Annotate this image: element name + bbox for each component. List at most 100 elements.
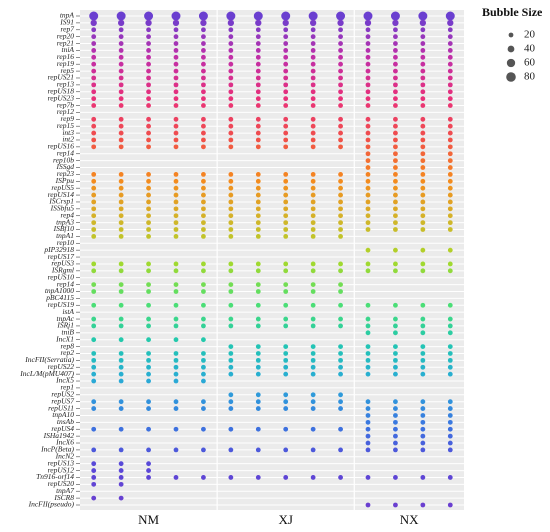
- y-tick-label: pIP32918: [43, 245, 74, 254]
- bubble: [173, 172, 179, 177]
- bubble: [365, 357, 371, 363]
- bubble: [201, 116, 206, 122]
- bubble: [118, 357, 124, 363]
- bubble: [365, 344, 371, 349]
- bubble: [310, 399, 316, 405]
- y-tick-label: IncX1: [55, 334, 74, 343]
- bubble: [146, 406, 151, 411]
- bubble: [393, 48, 398, 53]
- y-tick-label: rep9: [61, 114, 75, 123]
- bubble: [201, 426, 206, 432]
- bubble: [447, 413, 453, 418]
- bubble: [310, 96, 316, 102]
- bubble: [365, 89, 371, 95]
- y-tick-label: rep15: [57, 121, 74, 130]
- bubble: [365, 227, 371, 232]
- bubble: [173, 185, 179, 191]
- bubble: [338, 233, 343, 239]
- bubble: [201, 89, 206, 95]
- bubble: [146, 34, 151, 40]
- y-tick-label: istA: [62, 307, 74, 316]
- bubble: [173, 220, 179, 226]
- bubble: [338, 392, 343, 398]
- bubble: [393, 323, 398, 329]
- bubble: [420, 502, 426, 508]
- bubble: [310, 178, 316, 184]
- bubble: [226, 11, 236, 21]
- bubble: [310, 103, 316, 108]
- bubble: [283, 103, 289, 108]
- y-tick-label: ISRj1: [56, 321, 74, 330]
- bubble: [283, 130, 289, 136]
- bubble: [173, 227, 179, 232]
- bubble: [173, 351, 179, 356]
- bubble: [201, 96, 206, 102]
- y-tick-label: repUS4: [51, 424, 74, 433]
- bubble: [201, 213, 206, 219]
- bubble: [283, 233, 289, 239]
- bubble: [118, 371, 124, 377]
- bubble: [447, 144, 453, 150]
- bubble: [91, 337, 97, 343]
- bubble: [201, 178, 206, 184]
- bubble: [447, 19, 454, 27]
- bubble: [118, 261, 124, 267]
- bubble: [118, 227, 124, 232]
- bubble: [283, 261, 289, 267]
- y-tick-label: repUS16: [48, 142, 75, 151]
- bubble: [118, 316, 124, 322]
- bubble: [283, 316, 289, 322]
- bubble: [228, 399, 234, 405]
- bubble: [447, 103, 453, 108]
- bubble: [365, 323, 371, 329]
- bubble: [201, 68, 206, 74]
- bubble: [255, 123, 261, 129]
- bubble: [118, 27, 124, 33]
- bubble: [338, 213, 343, 219]
- bubble: [393, 413, 398, 418]
- bubble: [146, 213, 151, 219]
- y-tick-label: rep4: [61, 210, 75, 219]
- bubble: [310, 357, 316, 363]
- bubble: [365, 158, 371, 164]
- bubble: [255, 268, 261, 274]
- bubble: [201, 378, 206, 384]
- bubble: [255, 27, 261, 33]
- bubble: [338, 68, 343, 74]
- bubble: [146, 137, 151, 143]
- bubble: [393, 144, 398, 150]
- bubble: [173, 27, 179, 33]
- bubble: [228, 351, 234, 356]
- bubble: [365, 199, 371, 205]
- bubble: [283, 137, 289, 143]
- bubble: [283, 89, 289, 95]
- bubble: [201, 130, 206, 136]
- bubble: [420, 27, 426, 33]
- bubble: [118, 302, 124, 308]
- bubble: [118, 178, 124, 184]
- bubble: [91, 130, 97, 136]
- bubble: [201, 282, 206, 288]
- bubble: [118, 192, 124, 198]
- bubble: [173, 123, 179, 129]
- bubble: [365, 144, 371, 150]
- bubble: [283, 426, 289, 432]
- bubble: [365, 27, 371, 33]
- bubble: [91, 461, 97, 467]
- bubble: [338, 364, 343, 370]
- bubble: [255, 357, 261, 363]
- bubble: [91, 227, 97, 232]
- bubble: [420, 75, 426, 81]
- y-tick-label: repUS23: [48, 93, 75, 102]
- bubble: [146, 96, 151, 102]
- bubble: [365, 151, 371, 157]
- bubble: [91, 137, 97, 143]
- bubble: [420, 413, 426, 418]
- bubble: [338, 282, 343, 288]
- bubble: [420, 96, 426, 102]
- bubble: [337, 19, 344, 27]
- bubble: [447, 247, 453, 253]
- bubble: [338, 344, 343, 349]
- bubble: [146, 27, 151, 33]
